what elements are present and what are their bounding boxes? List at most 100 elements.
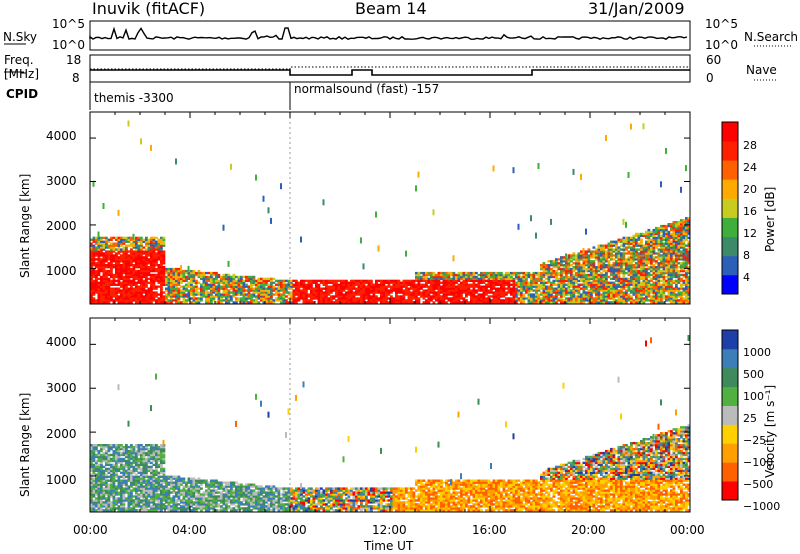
power-cell bbox=[472, 281, 476, 284]
power-cell bbox=[540, 285, 543, 288]
power-cell bbox=[565, 283, 568, 286]
power-cell bbox=[472, 295, 476, 298]
power-cell bbox=[655, 269, 658, 273]
power-cell bbox=[652, 301, 656, 304]
power-cell bbox=[552, 299, 556, 302]
power-cell bbox=[290, 297, 293, 300]
power-cell bbox=[517, 289, 521, 292]
power-cell bbox=[467, 275, 471, 279]
power-cell bbox=[137, 266, 141, 269]
power-cell bbox=[180, 281, 183, 284]
power-cell bbox=[255, 281, 258, 284]
power-cell bbox=[627, 281, 631, 284]
power-cell bbox=[465, 281, 468, 284]
power-cell bbox=[170, 267, 173, 271]
power-cell bbox=[595, 248, 598, 251]
power-cell bbox=[102, 236, 106, 240]
power-cell bbox=[457, 301, 461, 304]
power-cell bbox=[370, 297, 373, 300]
power-cell bbox=[107, 301, 111, 304]
power-cell bbox=[145, 252, 148, 255]
power-cell bbox=[615, 266, 618, 269]
power-cell bbox=[170, 287, 173, 290]
power-cell bbox=[492, 293, 496, 296]
power-cell bbox=[132, 264, 136, 267]
power-cell bbox=[130, 281, 133, 284]
power-cell bbox=[150, 295, 153, 298]
power-cell bbox=[130, 297, 133, 300]
power-cell bbox=[665, 260, 668, 263]
power-cell bbox=[165, 267, 168, 271]
power-cell bbox=[602, 283, 606, 286]
power-cell bbox=[682, 258, 686, 261]
power-cell bbox=[680, 232, 683, 236]
power-cell bbox=[145, 271, 148, 275]
power-cell bbox=[562, 277, 566, 281]
power-cell bbox=[327, 299, 331, 302]
power-cell bbox=[297, 297, 301, 300]
power-cell bbox=[652, 244, 656, 247]
power-cell bbox=[250, 299, 253, 302]
velocity-cell bbox=[97, 497, 101, 500]
power-cell bbox=[215, 275, 218, 279]
power-cell bbox=[412, 293, 416, 296]
power-cell bbox=[580, 256, 583, 259]
power-cell bbox=[112, 279, 116, 283]
velocity-cell bbox=[97, 449, 101, 453]
power-cell bbox=[547, 285, 551, 288]
velocity-cell bbox=[107, 447, 111, 451]
power-cell bbox=[527, 281, 531, 284]
power-cell bbox=[605, 277, 608, 281]
power-cell bbox=[502, 279, 506, 283]
power-cell bbox=[362, 285, 366, 288]
power-cell bbox=[365, 301, 368, 304]
power-cell bbox=[305, 289, 308, 292]
power-cell bbox=[200, 297, 203, 300]
power-cell bbox=[312, 287, 316, 290]
velocity-cell bbox=[92, 477, 96, 480]
power-cell bbox=[187, 289, 191, 292]
power-cell bbox=[90, 238, 93, 241]
power-cell bbox=[457, 293, 461, 296]
power-cell bbox=[600, 289, 603, 292]
power-cell bbox=[97, 254, 101, 257]
velocity-cell bbox=[105, 453, 108, 457]
power-cell bbox=[627, 262, 631, 265]
freq-unit: [MHz] bbox=[4, 67, 40, 81]
power-cell bbox=[607, 264, 611, 267]
power-cell bbox=[382, 299, 386, 302]
velocity-cell bbox=[95, 479, 98, 482]
power-cell bbox=[587, 264, 591, 267]
power-cell bbox=[555, 277, 558, 281]
power-cell bbox=[287, 287, 291, 290]
power-cell bbox=[545, 267, 548, 271]
power-cell bbox=[520, 289, 523, 292]
power-cell bbox=[385, 289, 388, 292]
power-cell bbox=[112, 281, 116, 284]
power-cell bbox=[522, 275, 526, 279]
power-cell bbox=[190, 287, 193, 290]
power-cell bbox=[650, 244, 653, 247]
velocity-cell bbox=[95, 505, 98, 508]
power-cell bbox=[360, 297, 363, 300]
power-cell bbox=[667, 281, 671, 284]
power-cell bbox=[410, 295, 413, 298]
velocity-cell bbox=[110, 465, 113, 469]
power-cell bbox=[515, 273, 518, 277]
power-cell bbox=[602, 246, 606, 249]
power-cell bbox=[675, 228, 678, 232]
power-cell bbox=[115, 293, 118, 296]
power-cell bbox=[472, 279, 476, 283]
velocity-cell bbox=[107, 495, 111, 498]
power-cell bbox=[100, 285, 103, 288]
power-cell bbox=[575, 266, 578, 269]
power-cell bbox=[640, 234, 643, 238]
power-cell bbox=[160, 244, 163, 247]
power-cell bbox=[492, 271, 496, 275]
power-cell bbox=[115, 252, 118, 255]
power-cell bbox=[235, 293, 238, 296]
power-cell bbox=[537, 283, 541, 286]
power-cell bbox=[290, 285, 293, 288]
power-cell bbox=[147, 248, 151, 251]
power-cell bbox=[595, 301, 598, 304]
